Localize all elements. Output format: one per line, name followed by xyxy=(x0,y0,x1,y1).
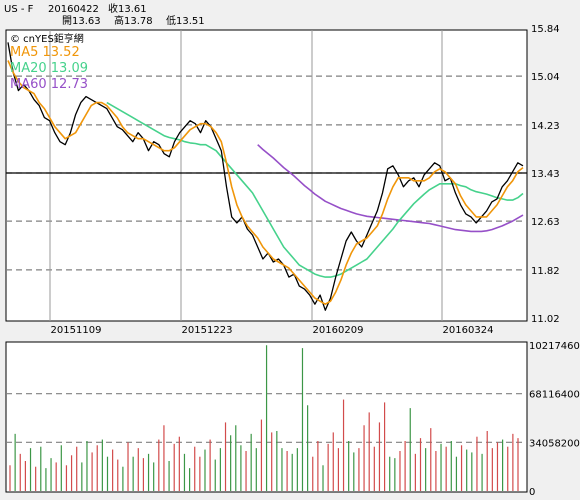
high-label: 高13.78 xyxy=(114,14,153,27)
source-label: © cnYES鉅亨網 xyxy=(10,32,84,45)
price-y-tick-label: 11.02 xyxy=(531,314,560,325)
low-label: 低13.51 xyxy=(166,14,205,27)
volume-y-tick-label: 68116400 xyxy=(529,390,580,401)
ma20-legend: MA20 13.09 xyxy=(10,61,88,76)
open-label: 開13.63 xyxy=(62,15,101,27)
price-y-ticks: 15.84 15.04 14.23 13.43 12.63 11.82 11.02 xyxy=(531,24,560,325)
price-x-tick-label: 20151223 xyxy=(182,325,233,336)
price-y-tick-label: 12.63 xyxy=(531,217,560,228)
price-grid xyxy=(6,30,527,321)
close-label: 收13.61 xyxy=(108,2,147,15)
ma5-legend: MA5 13.52 xyxy=(10,45,80,60)
price-y-tick-label: 14.23 xyxy=(531,121,560,132)
price-panel xyxy=(5,29,528,322)
price-y-tick-label: 11.82 xyxy=(531,266,560,277)
price-x-ticks: 20151109 20151223 20160209 20160324 xyxy=(51,325,494,336)
series-ma5-line xyxy=(7,60,524,305)
symbol-label: US - F xyxy=(4,4,34,15)
date-label: 20160422 xyxy=(48,4,99,15)
price-lines xyxy=(7,42,524,311)
price-y-tick-label: 13.43 xyxy=(531,169,560,180)
volume-y-tick-label: 102174600 xyxy=(529,341,580,352)
series-price-line xyxy=(7,42,524,311)
price-x-tick-label: 20151109 xyxy=(51,325,102,336)
volume-bars xyxy=(9,345,519,491)
volume-y-tick-label: 0 xyxy=(529,487,535,498)
volume-y-ticks: 102174600 68116400 34058200 0 xyxy=(529,341,580,498)
series-ma60-line xyxy=(257,144,524,233)
price-y-tick-label: 15.04 xyxy=(531,72,560,83)
ma60-legend: MA60 12.73 xyxy=(10,77,88,92)
price-x-tick-label: 20160324 xyxy=(443,325,494,336)
volume-y-tick-label: 34058200 xyxy=(529,438,580,449)
price-x-tick-label: 20160209 xyxy=(313,325,364,336)
price-y-tick-label: 15.84 xyxy=(531,24,560,35)
